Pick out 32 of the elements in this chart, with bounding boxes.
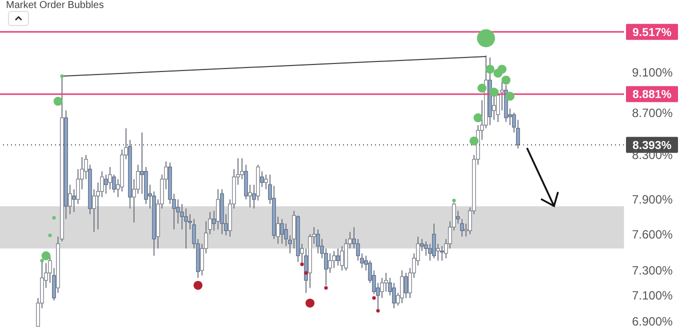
candlestick <box>336 248 340 266</box>
candlestick <box>68 184 72 215</box>
y-tick-label: 7.300% <box>632 264 674 278</box>
candlestick <box>296 214 300 262</box>
y-tick-label: 6.900% <box>632 314 674 328</box>
candlestick <box>404 272 408 298</box>
ref-line-label: 8.881% <box>632 89 672 102</box>
candlestick <box>432 223 436 259</box>
y-tick-label: 8.700% <box>632 106 674 120</box>
candlestick <box>184 208 188 250</box>
candlestick <box>400 270 404 304</box>
candlestick <box>488 56 492 126</box>
y-tick-label: 7.900% <box>632 192 674 207</box>
y-tick-label: 7.100% <box>632 288 674 303</box>
candlestick <box>316 228 320 254</box>
candlestick <box>248 184 252 208</box>
candlestick <box>492 94 496 120</box>
y-tick-label: 7.600% <box>632 227 674 242</box>
candlestick <box>328 252 332 274</box>
candlestick <box>220 188 224 235</box>
candlestick <box>216 188 220 230</box>
candlestick <box>460 218 464 238</box>
candlestick <box>436 243 440 262</box>
candlestick <box>108 166 112 190</box>
chart-title: Market Order Bubbles <box>6 0 104 12</box>
ref-line-label: 9.517% <box>632 26 672 39</box>
candlestick <box>340 246 344 271</box>
candlestick <box>424 240 428 256</box>
y-tick-label: 9.100% <box>632 65 674 80</box>
candlestick <box>392 282 396 309</box>
candlestick <box>280 218 284 244</box>
candlestick <box>440 246 444 262</box>
